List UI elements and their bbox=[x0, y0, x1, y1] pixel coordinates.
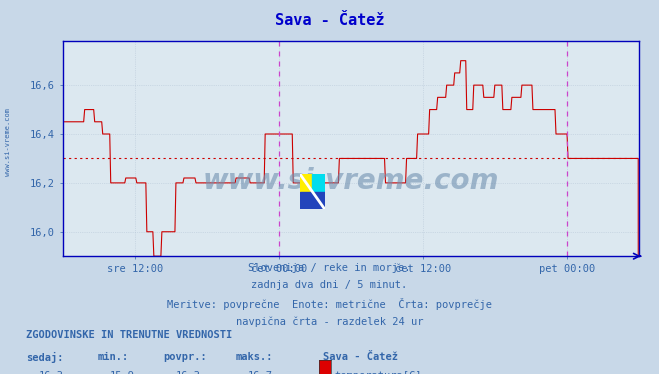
Text: min.:: min.: bbox=[98, 352, 129, 362]
Text: www.si-vreme.com: www.si-vreme.com bbox=[203, 167, 499, 195]
Text: 15,9: 15,9 bbox=[109, 371, 134, 374]
Text: 16,3: 16,3 bbox=[38, 371, 63, 374]
Text: www.si-vreme.com: www.si-vreme.com bbox=[5, 108, 11, 176]
Text: navpična črta - razdelek 24 ur: navpična črta - razdelek 24 ur bbox=[236, 316, 423, 327]
Text: Sava - Čatež: Sava - Čatež bbox=[323, 352, 398, 362]
Text: zadnja dva dni / 5 minut.: zadnja dva dni / 5 minut. bbox=[251, 280, 408, 291]
Text: Sava - Čatež: Sava - Čatež bbox=[275, 13, 384, 28]
Text: Slovenija / reke in morje.: Slovenija / reke in morje. bbox=[248, 263, 411, 273]
Text: povpr.:: povpr.: bbox=[163, 352, 207, 362]
Text: ZGODOVINSKE IN TRENUTNE VREDNOSTI: ZGODOVINSKE IN TRENUTNE VREDNOSTI bbox=[26, 330, 233, 340]
Text: temperatura[C]: temperatura[C] bbox=[335, 371, 422, 374]
Bar bbox=[300, 174, 312, 192]
Text: 16,7: 16,7 bbox=[248, 371, 273, 374]
Text: Meritve: povprečne  Enote: metrične  Črta: povprečje: Meritve: povprečne Enote: metrične Črta:… bbox=[167, 298, 492, 310]
Text: 16,3: 16,3 bbox=[175, 371, 200, 374]
Bar bbox=[312, 174, 325, 192]
Text: maks.:: maks.: bbox=[236, 352, 273, 362]
Text: sedaj:: sedaj: bbox=[26, 352, 64, 362]
Bar bbox=[300, 192, 325, 209]
